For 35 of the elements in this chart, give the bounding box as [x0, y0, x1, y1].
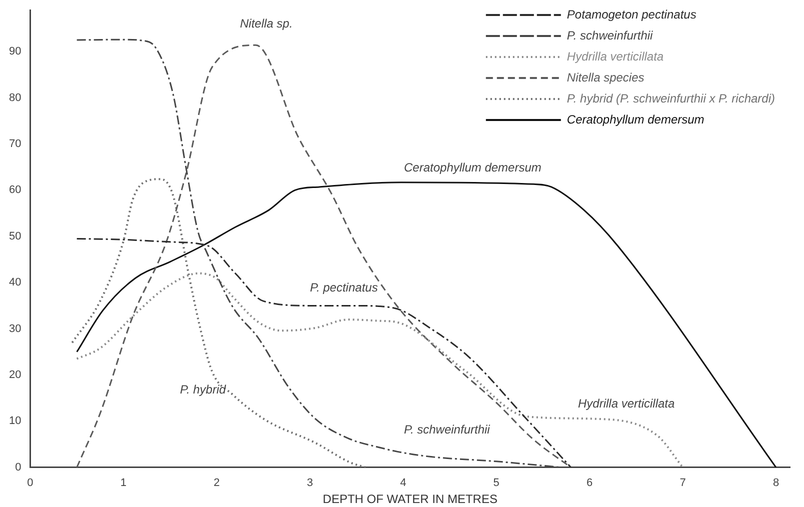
- x-tick-label: 7: [680, 477, 686, 490]
- text: P. schweinfurthii: [566, 28, 654, 42]
- y-tick-label: 50: [8, 230, 22, 242]
- annotation: P. pectinatus: [310, 280, 378, 294]
- y-tick-label: 60: [8, 184, 22, 196]
- y-tick-label: 20: [8, 369, 22, 382]
- x-tick-label: 1: [120, 477, 127, 490]
- y-tick-label: 90: [8, 46, 22, 58]
- y-tick-label: 30: [8, 322, 22, 335]
- text: Potamogeton pectinatus: [566, 7, 696, 22]
- annotation: Ceratophyllum demersum: [404, 160, 542, 174]
- y-tick-label: 10: [8, 415, 22, 428]
- line-series: [76, 272, 684, 468]
- y-tick-label: 40: [8, 276, 22, 289]
- annotation: Nitella sp.: [240, 16, 293, 30]
- text: Hydrilla verticillata: [566, 49, 664, 64]
- y-tick-label: 70: [8, 138, 22, 150]
- annotation: P. schweinfurthii: [404, 422, 490, 436]
- line-series: [76, 182, 777, 468]
- y-tick-label: 80: [8, 92, 22, 104]
- annotation: Hydrilla verticillata: [578, 396, 676, 410]
- text: Nitella species: [566, 70, 644, 84]
- text: Ceratophyllum demersum: [566, 112, 704, 126]
- x-tick-label: 8: [772, 477, 780, 490]
- y-tick-label: 0: [15, 461, 22, 474]
- x-tick-label: 0: [27, 477, 34, 490]
- text: P. hybrid (P. schweinfurthii x P. richardi): [566, 91, 776, 106]
- line-series: [76, 238, 572, 468]
- x-tick-label: 3: [306, 477, 313, 490]
- x-tick-label: 5: [493, 477, 500, 490]
- x-axis-title: DEPTH OF WATER IN METRES: [322, 492, 498, 506]
- x-tick-label: 4: [400, 477, 406, 490]
- annotation: P. hybrid: [180, 382, 226, 396]
- x-tick-label: 6: [586, 477, 593, 490]
- x-tick-label: 2: [214, 477, 220, 490]
